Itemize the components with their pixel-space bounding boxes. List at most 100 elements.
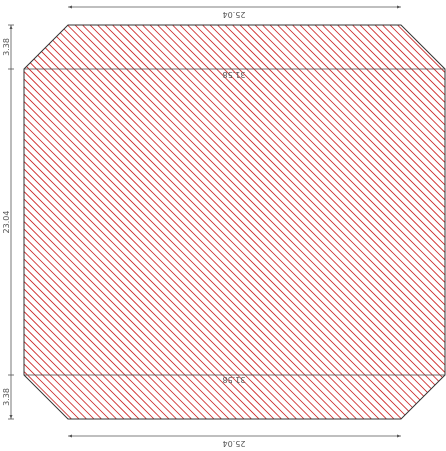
hatch-line bbox=[184, 25, 445, 419]
hatch-line bbox=[24, 25, 445, 419]
hatch-line bbox=[304, 25, 445, 419]
hatch-line bbox=[24, 25, 368, 419]
upper-fold-label: 31.58 bbox=[223, 70, 246, 79]
hatch-line bbox=[147, 25, 445, 419]
hatch-line bbox=[402, 25, 445, 419]
hatch-line bbox=[24, 25, 286, 419]
hatch-line bbox=[24, 25, 278, 419]
hatch-line bbox=[117, 25, 445, 419]
hatch-line bbox=[124, 25, 445, 419]
hatch-line bbox=[24, 25, 361, 419]
hatch-line bbox=[24, 25, 143, 419]
hatch-line bbox=[274, 25, 445, 419]
hatch-line bbox=[222, 25, 445, 419]
hatch-line bbox=[192, 25, 445, 419]
hatch-line bbox=[252, 25, 445, 419]
hatch-line bbox=[24, 25, 383, 419]
hatch-line bbox=[24, 25, 83, 419]
hatch-line bbox=[237, 25, 445, 419]
hatch-line bbox=[154, 25, 445, 419]
hatch-line bbox=[334, 25, 445, 419]
hatch-line bbox=[364, 25, 445, 419]
hatch-line bbox=[24, 25, 406, 419]
hatch-line bbox=[24, 25, 106, 419]
hatch-line bbox=[199, 25, 445, 419]
hatch-line bbox=[24, 25, 203, 419]
hatch-line bbox=[24, 25, 271, 419]
hatch-line bbox=[24, 25, 338, 419]
hatch-line bbox=[24, 25, 421, 419]
hatch-line bbox=[42, 25, 445, 419]
hatch-line bbox=[24, 25, 91, 419]
hatch-line bbox=[34, 25, 445, 419]
hatch-line bbox=[24, 25, 113, 419]
hatch-line bbox=[24, 25, 173, 419]
hatch-line bbox=[342, 25, 445, 419]
hatch-line bbox=[244, 25, 445, 419]
hatch-line bbox=[289, 25, 445, 419]
left-height-dimension: 3.38 23.04 3.38 bbox=[2, 24, 14, 420]
hatch-line bbox=[319, 25, 445, 419]
hatch-line bbox=[267, 25, 445, 419]
hatch-line bbox=[24, 25, 233, 419]
hatch-line bbox=[24, 25, 188, 419]
hatch-line bbox=[102, 25, 445, 419]
hatch-line bbox=[24, 25, 218, 419]
hatch-line bbox=[282, 25, 445, 419]
hatch-line bbox=[177, 25, 445, 419]
left-middle-height-label: 23.04 bbox=[2, 211, 11, 234]
hatch-line bbox=[24, 25, 301, 419]
hatch-line bbox=[24, 25, 436, 419]
hatch-line bbox=[372, 25, 445, 419]
hatch-line bbox=[24, 25, 413, 419]
hatch-line bbox=[24, 25, 196, 419]
lower-fold-label: 31.58 bbox=[223, 375, 246, 384]
hatch-line bbox=[24, 25, 256, 419]
hatch-line bbox=[72, 25, 445, 419]
hatch-line bbox=[24, 25, 151, 419]
hatch-line bbox=[229, 25, 445, 419]
hatch-line bbox=[357, 25, 445, 419]
hatch-line bbox=[79, 25, 445, 419]
hatch-line bbox=[24, 25, 445, 419]
left-bottom-height-label: 3.38 bbox=[2, 388, 11, 406]
hatch-line bbox=[24, 25, 128, 419]
hatch-line bbox=[312, 25, 445, 419]
hatch-line bbox=[214, 25, 445, 419]
hatch-line bbox=[207, 25, 445, 419]
hatch-line bbox=[417, 25, 445, 419]
hatch-line bbox=[24, 25, 293, 419]
hatch-line bbox=[24, 25, 353, 419]
hatch-line bbox=[24, 25, 136, 419]
hatch-line bbox=[24, 25, 226, 419]
bottom-width-label: 25.04 bbox=[223, 439, 246, 448]
hatch-line bbox=[297, 25, 445, 419]
hatch-line bbox=[24, 25, 331, 419]
hatch-line bbox=[24, 25, 323, 419]
hatch-line bbox=[24, 25, 248, 419]
hatch-line bbox=[349, 25, 445, 419]
left-top-height-label: 3.38 bbox=[2, 38, 11, 56]
hatch-line bbox=[64, 25, 445, 419]
hatch-line bbox=[24, 25, 391, 419]
top-width-label: 25.04 bbox=[223, 10, 246, 19]
hatch-line bbox=[94, 25, 445, 419]
hatch-line bbox=[24, 25, 398, 419]
hatch-line bbox=[24, 25, 445, 419]
hatch-line bbox=[24, 25, 166, 419]
hatch-line bbox=[24, 25, 376, 419]
hatch-line bbox=[87, 25, 445, 419]
hatch-line bbox=[139, 25, 445, 419]
panel-outline bbox=[23, 24, 446, 420]
hatch-line bbox=[162, 25, 445, 419]
hatch-line bbox=[49, 25, 445, 419]
hatch-line bbox=[24, 25, 158, 419]
hatch-line bbox=[169, 25, 445, 419]
hatch-line bbox=[24, 25, 308, 419]
hatch-line bbox=[109, 25, 445, 419]
hatch-line bbox=[24, 25, 316, 419]
hatch-line bbox=[132, 25, 445, 419]
